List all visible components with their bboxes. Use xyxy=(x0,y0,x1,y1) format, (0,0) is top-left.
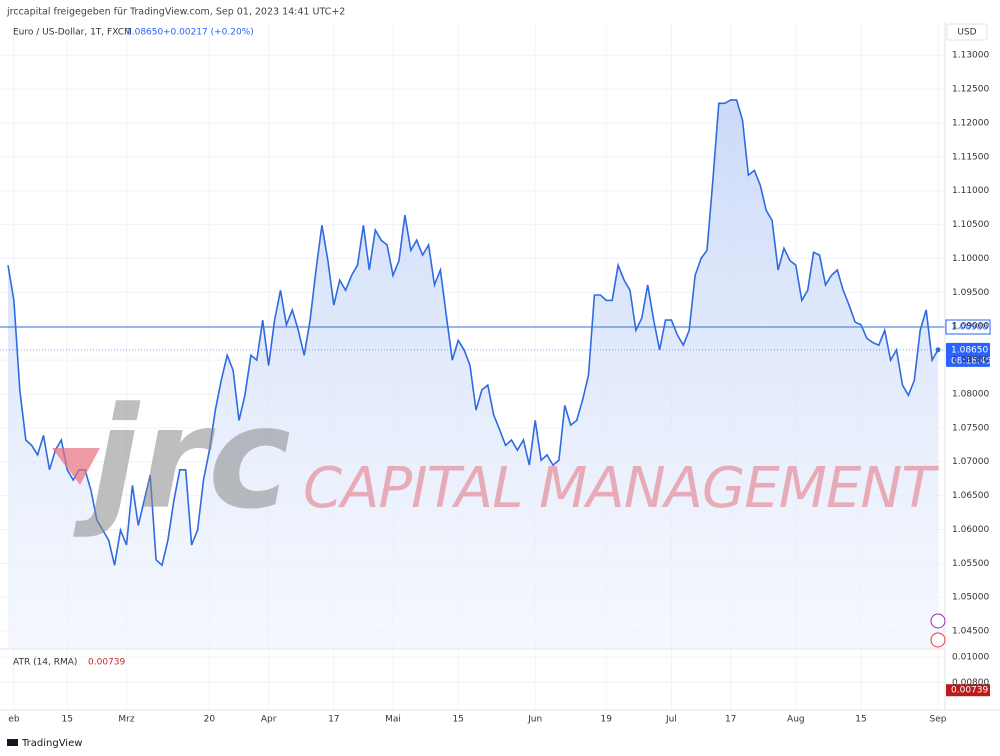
x-tick-label: Mai xyxy=(385,715,401,725)
y-tick-label: 1.08000 xyxy=(952,389,989,399)
last-price-label: 1.08650 xyxy=(951,345,988,355)
watermark-text: CAPITAL MANAGEMENT xyxy=(303,456,939,521)
x-tick-label: Aug xyxy=(787,715,805,725)
legend-change: +0.00217 (+0.20%) xyxy=(163,28,254,38)
x-tick-label: 15 xyxy=(452,715,463,725)
y-tick-label: 1.11500 xyxy=(952,152,989,162)
y-tick-label: 1.13000 xyxy=(952,51,989,61)
x-tick-label: 20 xyxy=(204,715,216,725)
x-tick-label: Sep xyxy=(930,715,947,725)
countdown: 08:18:45 xyxy=(951,356,991,366)
y-tick-label: 1.04500 xyxy=(952,627,989,637)
hline-label: 1.08988 xyxy=(951,323,988,333)
last-price-box xyxy=(946,342,990,367)
currency: USD xyxy=(957,28,976,38)
x-tick-label: 17 xyxy=(725,715,736,725)
last-point xyxy=(935,347,941,353)
y-tick-label: 1.06000 xyxy=(952,525,989,535)
x-tick-label: 19 xyxy=(601,715,613,725)
y-tick-label: 1.07500 xyxy=(952,423,989,433)
indicator-title: ATR (14, RMA) xyxy=(13,658,77,668)
indicator-value-axis-label: 0.00739 xyxy=(951,686,988,696)
area-fill xyxy=(8,99,938,648)
y-tick-label: 1.09500 xyxy=(952,288,989,298)
watermark-logo: jrc xyxy=(73,378,291,541)
y-tick-label: 1.11000 xyxy=(952,186,989,196)
x-tick-label: 17 xyxy=(328,715,339,725)
alert-icon[interactable] xyxy=(930,613,946,629)
y-tick-label: 1.12000 xyxy=(952,118,989,128)
brand-logo xyxy=(7,739,18,746)
event-icon[interactable] xyxy=(930,632,946,648)
price-line xyxy=(7,99,939,567)
currency-box xyxy=(946,23,988,41)
legend-price: 1.08650 xyxy=(126,28,163,38)
header: jrccapital freigegeben für TradingView.c… xyxy=(6,7,345,18)
indicator-value: 0.00739 xyxy=(88,658,125,668)
brand: TradingView xyxy=(21,738,82,749)
x-tick-label: Jun xyxy=(527,715,542,725)
watermark-swoosh xyxy=(52,448,100,485)
x-tick-label: eb xyxy=(8,715,20,725)
y-tick-label: 1.07000 xyxy=(952,457,989,467)
x-tick-label: Apr xyxy=(261,715,277,725)
y-tick-label: 1.09000 xyxy=(952,322,989,332)
x-tick-label: 15 xyxy=(855,715,866,725)
indicator-tick-label: 0.00800 xyxy=(952,678,989,688)
x-tick-label: Mrz xyxy=(118,715,134,725)
y-tick-label: 1.05500 xyxy=(952,559,989,569)
y-tick-label: 1.12500 xyxy=(952,85,989,95)
indicator-value-box xyxy=(946,684,990,697)
plot xyxy=(7,99,939,648)
hline-label-box xyxy=(945,319,991,335)
y-tick-label: 1.10500 xyxy=(952,220,989,230)
indicator-tick-label: 0.01000 xyxy=(952,652,989,662)
y-tick-label: 1.06500 xyxy=(952,491,989,501)
x-tick-label: Jul xyxy=(665,715,677,725)
x-tick-label: 15 xyxy=(62,715,73,725)
y-tick-label: 1.08500 xyxy=(952,356,989,366)
y-tick-label: 1.05000 xyxy=(952,593,989,603)
symbol: Euro / US-Dollar, 1T, FXCM xyxy=(13,28,132,38)
y-tick-label: 1.10000 xyxy=(952,254,989,264)
